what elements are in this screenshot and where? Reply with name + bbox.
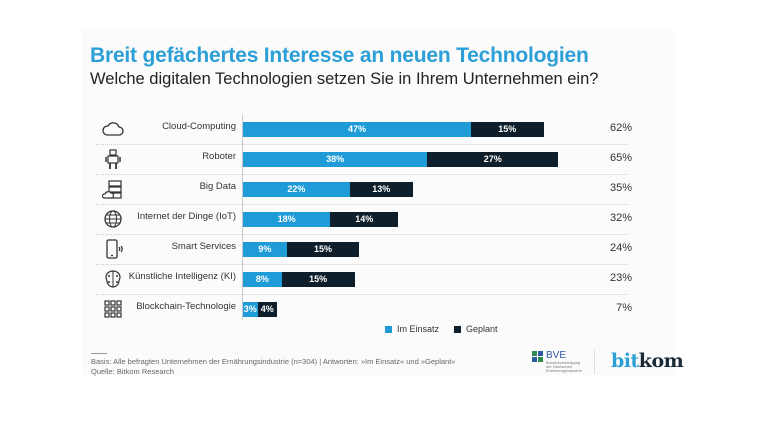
globe-icon <box>102 208 124 230</box>
bve-logo-subtitle: Bundesvereinigung der Deutschen Ernährun… <box>546 360 582 373</box>
chart-row: Big Data <box>96 174 636 204</box>
chart-title: Breit gefächertes Interesse an neuen Tec… <box>90 44 589 67</box>
smartphone-icon <box>102 238 124 260</box>
bar-value-label: 3% <box>243 304 257 314</box>
server-cloud-icon <box>101 178 124 200</box>
category-label: Blockchain-Technologie <box>136 301 236 312</box>
bar-value-label: 4% <box>260 304 274 314</box>
chart-subtitle: Welche digitalen Technologien setzen Sie… <box>90 70 599 88</box>
total-label: 65% <box>609 152 632 164</box>
row-separator <box>96 204 628 205</box>
bar-value-label: 38% <box>326 154 345 164</box>
bar-im-einsatz: 22% <box>243 181 350 197</box>
bve-logo-name: BVE <box>546 350 567 361</box>
bar-im-einsatz: 38% <box>243 151 428 167</box>
bar-geplant: 13% <box>349 181 413 197</box>
chart-row: Internet der Dinge (IoT) <box>96 204 636 234</box>
bar-im-einsatz: 3% <box>243 301 258 317</box>
bar-value-label: 27% <box>483 154 502 164</box>
chart-row: Blockchain-Technologie <box>96 294 636 324</box>
category-label: Big Data <box>199 181 236 192</box>
blockchain-icon <box>102 298 124 320</box>
category-label: Internet der Dinge (IoT) <box>137 211 236 222</box>
chart-row: Roboter <box>96 144 636 174</box>
bar-geplant: 14% <box>330 211 399 227</box>
bve-logo: BVE Bundesvereinigung der Deutschen Ernä… <box>532 350 588 374</box>
row-separator <box>96 234 628 235</box>
total-label: 35% <box>609 182 632 194</box>
category-label: Cloud-Computing <box>162 121 236 132</box>
bar-value-label: 15% <box>309 274 328 284</box>
bar-value-label: 47% <box>347 124 366 134</box>
total-label: 32% <box>609 212 632 224</box>
legend-item-im-einsatz: Im Einsatz <box>385 324 439 334</box>
bar-value-label: 8% <box>255 274 269 284</box>
bitkom-logo-kom: kom <box>638 350 684 372</box>
bar-geplant: 15% <box>470 121 544 137</box>
bar-geplant: 15% <box>286 241 360 257</box>
row-separator <box>96 294 628 295</box>
row-separator <box>96 144 628 145</box>
brain-icon <box>102 268 124 290</box>
category-label: Smart Services <box>171 241 236 252</box>
bar-value-label: 22% <box>287 184 306 194</box>
bar-value-label: 18% <box>277 214 296 224</box>
chart-panel <box>82 30 675 375</box>
bar-value-label: 13% <box>372 184 391 194</box>
legend-label-geplant: Geplant <box>466 324 498 334</box>
bar-value-label: 9% <box>258 244 272 254</box>
bar-geplant: 4% <box>257 301 277 317</box>
robot-icon <box>102 148 124 170</box>
bar-im-einsatz: 47% <box>243 121 471 137</box>
bar-im-einsatz: 9% <box>243 241 287 257</box>
legend-item-geplant: Geplant <box>454 324 498 334</box>
bar-geplant: 15% <box>281 271 355 287</box>
footnote-rule <box>91 353 107 354</box>
chart-row: Cloud-Computing <box>96 114 636 144</box>
legend-label-im-einsatz: Im Einsatz <box>397 324 440 334</box>
footnote-source: Quelle: Bitkom Research <box>91 367 174 376</box>
total-label: 7% <box>616 302 632 314</box>
footnote-basis: Basis: Alle befragten Unternehmen der Er… <box>91 357 456 366</box>
total-label: 24% <box>609 242 632 254</box>
category-label: Künstliche Intelligenz (KI) <box>128 271 236 282</box>
bar-geplant: 27% <box>427 151 559 167</box>
row-separator <box>96 174 628 175</box>
bar-value-label: 15% <box>314 244 333 254</box>
bitkom-logo: bitkom <box>611 350 684 372</box>
chart-row: Künstliche Intelligenz (KI) <box>96 264 636 294</box>
total-label: 23% <box>609 272 632 284</box>
bitkom-logo-bit: bit <box>611 350 639 372</box>
logo-divider <box>594 350 595 374</box>
legend-swatch-im-einsatz <box>385 325 392 333</box>
bve-logo-mark <box>532 351 543 362</box>
category-label: Roboter <box>202 151 236 162</box>
cloud-icon <box>102 118 124 140</box>
bar-value-label: 15% <box>498 124 517 134</box>
bar-value-label: 14% <box>355 214 374 224</box>
chart-row: Smart Services <box>96 234 636 264</box>
y-axis-line <box>242 115 243 320</box>
bar-im-einsatz: 8% <box>243 271 282 287</box>
legend-swatch-geplant <box>454 325 461 333</box>
bar-im-einsatz: 18% <box>243 211 331 227</box>
total-label: 62% <box>609 122 632 134</box>
row-separator <box>96 264 628 265</box>
